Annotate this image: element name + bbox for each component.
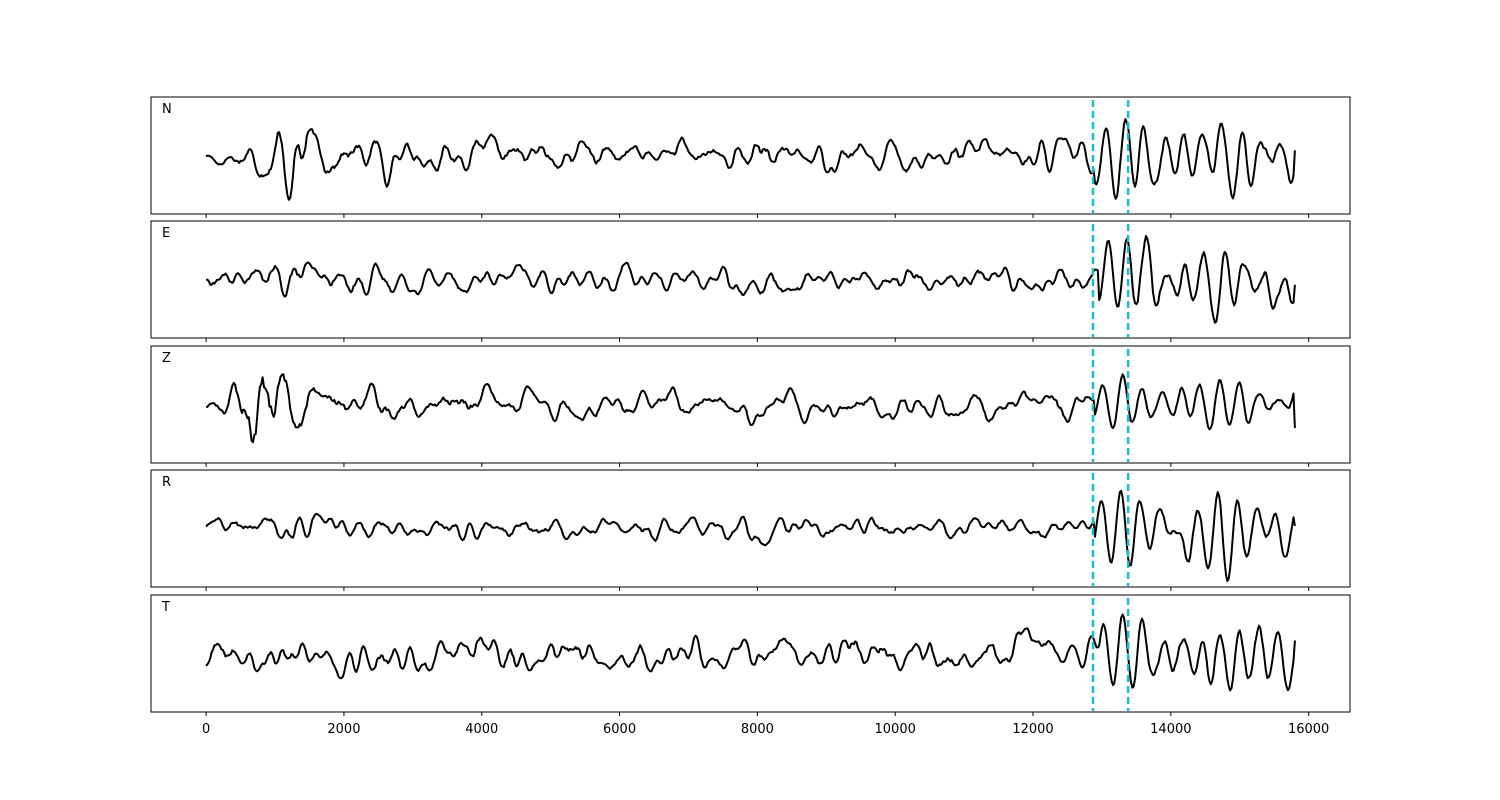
x-tick-label: 0 [202,722,210,737]
x-tick-label: 6000 [603,722,636,737]
panel-frame [150,220,1351,339]
panel-t: T [150,594,1351,716]
channel-label: N [162,102,172,117]
x-tick-label: 4000 [465,722,498,737]
channel-label: R [162,475,171,490]
panel-frame [150,469,1351,588]
x-tick-label: 12000 [1012,722,1053,737]
trace-t [205,613,1296,692]
channel-label: T [161,600,170,615]
panel-frame [150,345,1351,464]
panel-frame [150,96,1351,215]
panel-z: Z [150,345,1351,467]
panel-n: N [150,96,1351,218]
panel-frame [150,594,1351,713]
trace-z [205,373,1296,444]
trace-e [206,235,1296,324]
channel-label: E [162,226,170,241]
panel-r: R [150,469,1351,591]
channel-label: Z [162,351,171,366]
trace-r [205,489,1296,582]
x-tick-label: 2000 [327,722,360,737]
x-tick-label: 10000 [875,722,916,737]
trace-n [205,118,1296,201]
x-tick-label: 16000 [1288,722,1329,737]
x-tick-label: 8000 [741,722,774,737]
x-tick-label: 14000 [1150,722,1191,737]
panel-e: E [150,220,1351,342]
